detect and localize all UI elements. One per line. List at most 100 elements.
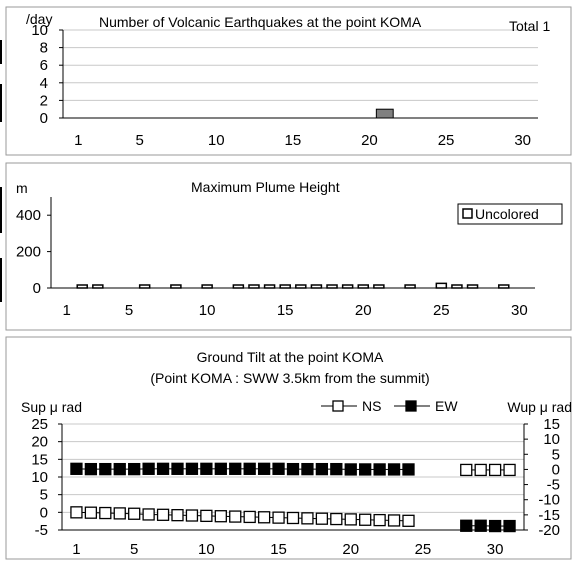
x-tick-label: 1	[62, 302, 70, 319]
data-point	[402, 463, 415, 476]
data-point	[286, 511, 300, 525]
edge-marker	[0, 40, 2, 64]
data-point	[128, 462, 141, 476]
x-tick-label: 20	[361, 132, 378, 149]
data-point	[200, 509, 213, 523]
data-point	[214, 510, 227, 523]
edge-marker	[0, 84, 2, 122]
bar	[326, 284, 338, 289]
bar	[341, 284, 354, 289]
data-point	[229, 462, 242, 475]
bar	[498, 284, 510, 289]
y-tick-label: 6	[40, 57, 48, 74]
x-tick-label: 1	[74, 132, 82, 149]
series-ns	[70, 463, 516, 527]
data-point	[330, 462, 343, 476]
y-tick-label: 10	[31, 469, 48, 486]
x-tick-label: 25	[433, 302, 450, 319]
bar	[373, 284, 385, 289]
data-point	[503, 463, 516, 477]
bar	[138, 284, 151, 289]
data-point	[84, 506, 98, 519]
y-right-tick-label: -20	[538, 522, 560, 539]
x-tick-label: 15	[284, 132, 301, 149]
bar	[279, 284, 291, 289]
data-point	[142, 508, 155, 521]
y-tick-label: 10	[31, 22, 48, 39]
x-tick-label: 30	[514, 132, 531, 149]
y-right-axis-label: Wup μ rad	[507, 399, 572, 415]
bar	[404, 284, 416, 289]
data-point	[286, 462, 300, 476]
data-point	[330, 512, 343, 526]
data-point	[460, 519, 473, 532]
bar	[451, 284, 463, 289]
bar	[295, 284, 307, 289]
x-tick-label: 25	[415, 541, 432, 558]
edge-marker	[0, 187, 2, 233]
panel-frame	[5, 6, 572, 156]
data-point	[272, 462, 285, 475]
data-point	[315, 462, 329, 476]
x-tick-label: 30	[511, 302, 528, 319]
data-point	[156, 462, 170, 475]
y-tick-label: 400	[16, 207, 41, 224]
panel-frame	[5, 336, 572, 560]
chart-title: Ground Tilt at the point KOMA	[197, 349, 384, 365]
bar	[232, 284, 245, 289]
chart-title: Maximum Plume Height	[191, 179, 340, 195]
y-tick-label: 0	[40, 110, 48, 127]
y-axis-label: m	[16, 180, 28, 196]
data-point	[387, 514, 401, 527]
y-tick-label: 200	[16, 244, 41, 261]
data-point	[200, 462, 213, 475]
y-right-tick-label: -15	[538, 507, 560, 524]
x-tick-label: 1	[72, 541, 80, 558]
bar	[248, 284, 260, 289]
data-point	[387, 463, 401, 476]
data-point	[243, 462, 256, 475]
y-tick-label: 20	[31, 434, 48, 451]
y-tick-label: 0	[33, 280, 41, 297]
data-point	[272, 511, 285, 524]
data-point	[402, 514, 415, 527]
y-tick-label: 0	[40, 504, 48, 521]
bar	[466, 284, 479, 289]
data-point	[70, 506, 83, 519]
x-tick-label: 5	[135, 132, 143, 149]
data-point	[373, 513, 386, 527]
bar	[357, 284, 370, 289]
data-point	[301, 512, 314, 525]
legend-marker-ns	[332, 400, 344, 412]
data-point	[315, 512, 329, 525]
y-axis-label: /day	[26, 11, 52, 27]
x-tick-label: 20	[342, 541, 359, 558]
data-point	[142, 462, 155, 475]
data-point	[373, 463, 386, 476]
data-point	[344, 463, 357, 476]
data-point	[229, 510, 242, 523]
data-point	[99, 462, 112, 476]
bar	[76, 284, 88, 289]
legend-swatch-uncolored	[462, 208, 473, 219]
data-point	[171, 462, 184, 475]
y-right-tick-label: -10	[538, 492, 560, 509]
y-tick-label: 8	[40, 40, 48, 57]
data-point	[474, 463, 487, 477]
data-point	[503, 519, 516, 533]
data-point	[257, 462, 271, 475]
y-right-tick-label: 10	[543, 431, 560, 448]
bar	[375, 108, 394, 119]
series-ew	[70, 462, 516, 533]
data-point	[243, 510, 256, 524]
y-tick-label: 5	[40, 487, 48, 504]
legend-label: Uncolored	[475, 206, 539, 222]
data-point	[488, 463, 502, 477]
x-tick-label: 15	[270, 541, 287, 558]
data-point	[84, 462, 98, 476]
data-point	[359, 513, 372, 526]
data-point	[156, 508, 170, 521]
bar	[263, 284, 276, 289]
